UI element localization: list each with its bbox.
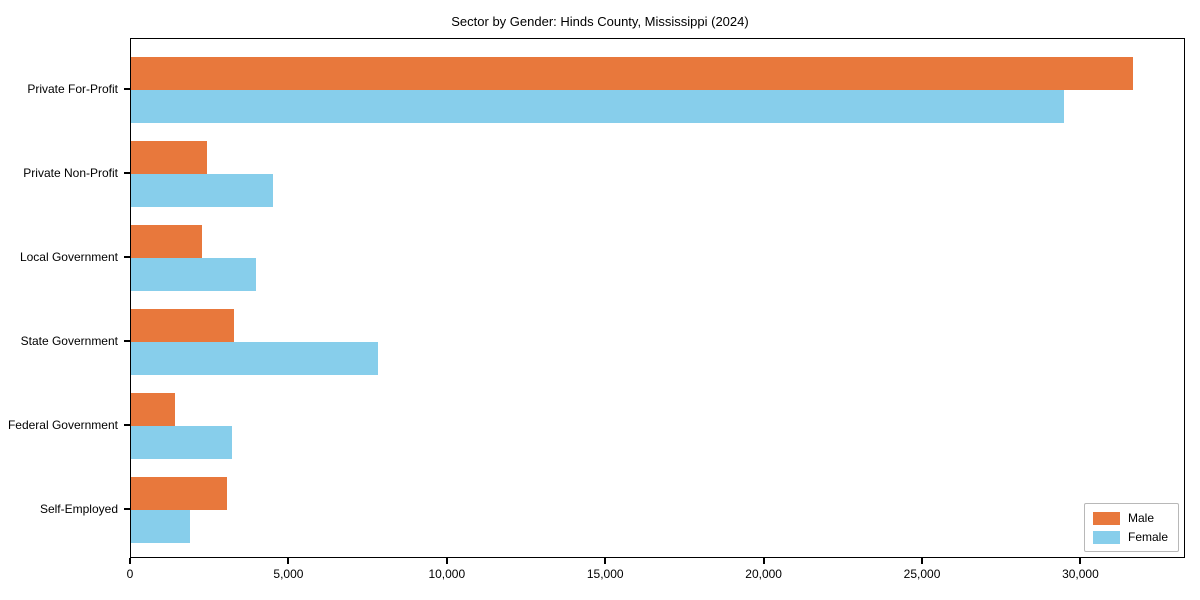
legend-entry-male: Male [1092,511,1168,525]
y-tick-mark-state-government [124,340,130,342]
y-tick-label-federal-government: Federal Government [7,418,118,432]
x-tick-mark-5000 [287,558,290,564]
bar-male-self-employed [131,477,228,510]
y-tick-mark-federal-government [124,424,130,426]
x-tick-mark-0 [129,558,131,564]
x-tick-label-0: 0 [126,567,134,581]
x-tick-mark-20000 [762,558,765,564]
bar-group-federal-government [131,393,1184,459]
bar-group-self-employed [131,477,1184,543]
plot-area: Male Female [130,38,1185,558]
x-tick-label-20000: 20,000 [745,567,782,581]
male-swatch-icon [1092,511,1120,525]
x-tick-label-25000: 25,000 [903,567,941,581]
y-tick-label-local-government: Local Government [19,250,118,264]
chart-title: Sector by Gender: Hinds County, Mississi… [451,14,749,29]
bar-male-federal-government [131,393,176,426]
bar-male-private-for-profit [131,57,1134,90]
y-tick-mark-private-non-profit [124,172,130,174]
y-tick-mark-self-employed [124,508,130,510]
x-tick-mark-25000 [921,558,924,564]
bar-female-private-non-profit [131,174,274,207]
y-tick-label-private-non-profit: Private Non-Profit [23,166,118,180]
bar-group-local-government [131,225,1184,291]
x-tick-label-5000: 5,000 [273,567,304,581]
legend-entry-female: Female [1092,530,1168,544]
female-swatch-icon [1092,530,1120,544]
bar-group-state-government [131,309,1184,375]
bar-female-local-government [131,258,256,291]
bar-male-state-government [131,309,234,342]
bar-female-federal-government [131,426,233,459]
x-tick-label-10000: 10,000 [428,567,466,581]
y-tick-mark-local-government [124,256,130,258]
y-tick-label-self-employed: Self-Employed [39,502,118,516]
legend-label-male: Male [1127,511,1154,525]
bar-group-private-non-profit [131,141,1184,207]
x-tick-mark-30000 [1079,558,1082,564]
y-tick-label-state-government: State Government [20,334,118,348]
legend: Male Female [1083,503,1179,552]
bar-group-private-for-profit [131,57,1184,123]
bar-female-state-government [131,342,378,375]
legend-label-female: Female [1127,530,1168,544]
x-tick-mark-10000 [445,558,448,564]
x-tick-label-15000: 15,000 [586,567,624,581]
y-tick-label-private-for-profit: Private For-Profit [27,82,118,96]
x-tick-mark-15000 [604,558,607,564]
bar-male-private-non-profit [131,141,207,174]
bar-male-local-government [131,225,203,258]
x-tick-label-30000: 30,000 [1062,567,1099,581]
bar-female-self-employed [131,510,190,543]
bar-female-private-for-profit [131,90,1064,123]
y-tick-mark-private-for-profit [124,88,130,90]
